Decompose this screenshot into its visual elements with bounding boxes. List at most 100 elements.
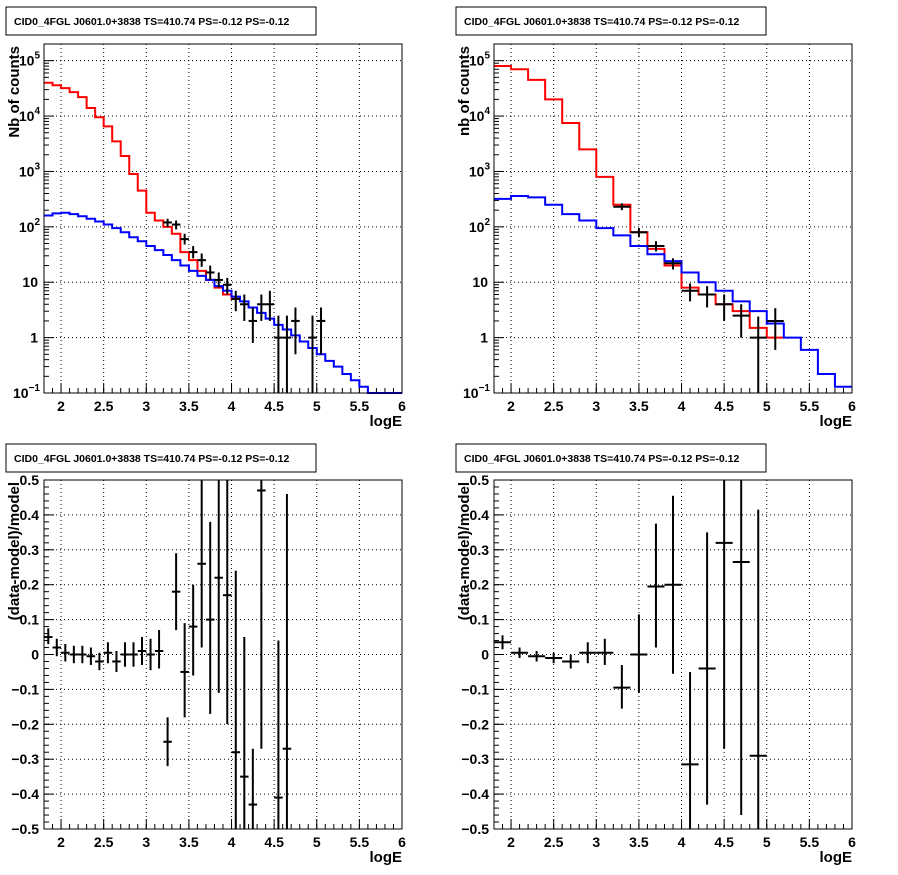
y-tick-label: 10−1 <box>463 383 490 401</box>
x-axis-label: logE <box>820 849 853 866</box>
y-tick-label: −0.3 <box>461 751 489 767</box>
y-tick-label: 1 <box>30 330 38 346</box>
data-point <box>282 315 292 393</box>
x-tick-label: 3 <box>592 398 600 414</box>
chart-panel-4: CID0_4FGL J0601.0+3838 TS=410.74 PS=-0.1… <box>455 443 856 866</box>
data-point <box>265 290 275 321</box>
plot-area <box>44 44 402 393</box>
chart-title-box <box>5 443 317 473</box>
data-point <box>129 642 138 667</box>
y-tick-label: 0 <box>31 647 39 663</box>
y-tick-label: 102 <box>19 217 41 235</box>
y-tick-label: −0.5 <box>11 821 39 837</box>
data-point <box>197 480 206 648</box>
x-tick-label: 4.5 <box>714 398 734 414</box>
y-axis-label: (data-model)/model <box>6 482 23 620</box>
data-point <box>137 637 147 665</box>
x-tick-label: 6 <box>398 398 406 414</box>
y-tick-label: 10 <box>22 274 38 290</box>
data-point <box>664 495 682 674</box>
data-point <box>223 277 232 295</box>
plot-area <box>494 44 852 393</box>
y-tick-label: 0.5 <box>20 472 40 488</box>
y-tick-label: 0.3 <box>20 542 40 558</box>
plot-frame <box>493 479 853 830</box>
x-tick-label: 3.5 <box>179 398 199 414</box>
data-point <box>240 294 249 321</box>
data-point <box>86 647 96 665</box>
y-tick-label: 105 <box>469 51 491 69</box>
data-point <box>112 651 121 672</box>
data-point <box>44 628 53 645</box>
data-point <box>188 584 198 676</box>
y-axis-label: Nb of counts <box>6 46 23 138</box>
x-tick-label: 6 <box>848 398 856 414</box>
x-tick-label: 5.5 <box>350 398 370 414</box>
data-point <box>52 638 62 657</box>
data-point <box>95 652 104 671</box>
chart-title-box <box>5 6 317 36</box>
data-point <box>248 307 258 343</box>
data-point <box>69 645 79 664</box>
y-tick-label: −0.2 <box>11 716 39 732</box>
data-point <box>291 307 300 355</box>
y-tick-label: −0.1 <box>11 681 39 697</box>
plot-frame <box>43 479 403 830</box>
data-point <box>240 637 249 829</box>
x-tick-label: 3.5 <box>179 834 199 850</box>
x-tick-label: 5 <box>313 834 321 850</box>
data-point <box>766 308 784 350</box>
y-tick-label: 104 <box>19 106 41 124</box>
data-point <box>188 246 198 259</box>
y-tick-label: 0.4 <box>470 507 490 523</box>
x-tick-label: 5.5 <box>800 398 820 414</box>
data-point <box>78 645 87 664</box>
chart-title-box <box>455 443 767 473</box>
data-point <box>231 570 241 829</box>
x-axis-label: logE <box>370 413 403 430</box>
x-tick-label: 4 <box>228 834 236 850</box>
y-tick-label: 1 <box>480 330 488 346</box>
data-point <box>511 647 529 658</box>
x-tick-label: 3.5 <box>629 398 649 414</box>
x-tick-label: 3 <box>592 834 600 850</box>
data-point <box>545 652 563 664</box>
chart-title-box <box>455 6 767 36</box>
data-point <box>282 493 292 829</box>
data-point <box>579 642 597 664</box>
y-tick-label: 0.1 <box>470 612 490 628</box>
plot-frame <box>43 43 403 394</box>
x-tick-label: 2.5 <box>544 834 564 850</box>
x-tick-label: 5 <box>763 834 771 850</box>
x-tick-label: 3 <box>142 398 150 414</box>
data-point <box>248 748 258 829</box>
x-tick-label: 2.5 <box>94 398 114 414</box>
x-tick-label: 5.5 <box>350 834 370 850</box>
data-point <box>257 294 266 321</box>
y-axis-label: (data-model)/model <box>456 482 473 620</box>
data-point <box>647 523 665 648</box>
data-point <box>120 642 130 667</box>
data-point <box>214 272 223 288</box>
x-tick-label: 4 <box>678 834 686 850</box>
data-point <box>596 638 614 665</box>
data-point <box>664 258 682 270</box>
x-tick-label: 2 <box>507 398 515 414</box>
data-point <box>205 521 215 714</box>
y-tick-label: 10−1 <box>13 383 40 401</box>
x-tick-label: 4 <box>228 398 236 414</box>
x-tick-label: 6 <box>398 834 406 850</box>
chart-panel-2: CID0_4FGL J0601.0+3838 TS=410.74 PS=-0.1… <box>455 6 856 430</box>
y-tick-label: 10 <box>472 274 488 290</box>
data-point <box>732 480 750 816</box>
data-point <box>698 286 716 308</box>
y-tick-label: −0.3 <box>11 751 39 767</box>
data-point <box>715 294 733 321</box>
data-point <box>562 654 580 669</box>
y-tick-label: 0 <box>481 647 489 663</box>
y-tick-label: 0.1 <box>20 612 40 628</box>
chart-title: CID0_4FGL J0601.0+3838 TS=410.74 PS=-0.1… <box>14 453 289 465</box>
chart-title: CID0_4FGL J0601.0+3838 TS=410.74 PS=-0.1… <box>14 16 289 28</box>
x-tick-label: 2 <box>57 398 65 414</box>
